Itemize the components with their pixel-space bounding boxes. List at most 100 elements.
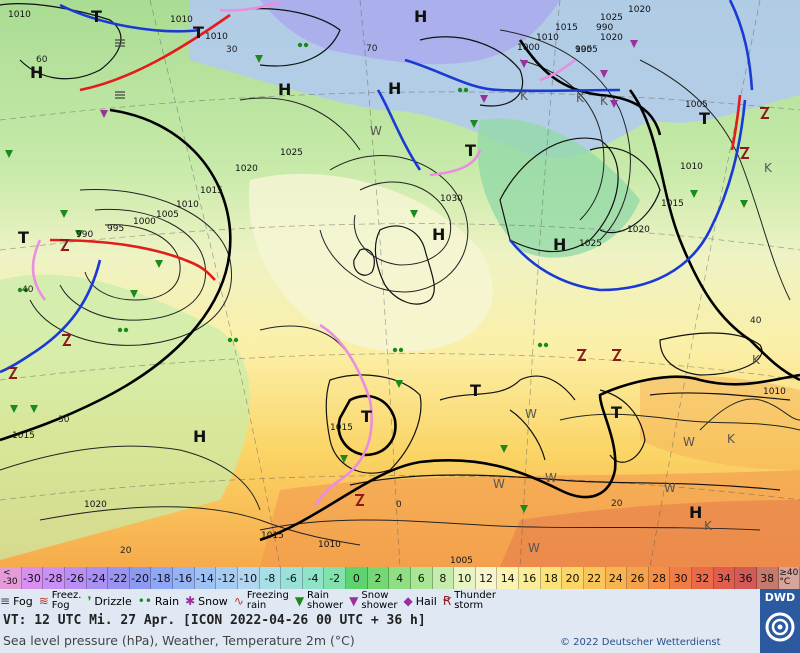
isobar-labels: 1010 1010 1010 1015 1020 1025 1030 1025 … [8, 5, 786, 566]
temperature-scale-cell: -8 [259, 567, 282, 589]
isobar-label: 1010 [318, 540, 341, 550]
legend-item-hail: ◆ Hail [404, 594, 437, 608]
temperature-scale-cell: 6 [410, 567, 433, 589]
isobar-label: 1005 [450, 556, 473, 566]
temperature-scale-cell: 16 [519, 567, 541, 589]
temperature-scale-cell: -14 [194, 567, 217, 589]
high-label: H [689, 503, 702, 522]
scandinavia-cool-zone [477, 118, 640, 258]
temperature-scale-cell: 34 [713, 567, 736, 589]
low-label: T [361, 407, 372, 426]
isobar-label: 1010 [176, 200, 199, 210]
map-subtitle: Sea level pressure (hPa), Weather, Tempe… [3, 633, 355, 648]
isobar-label: 1025 [579, 239, 602, 249]
sahara-hot-zone [500, 500, 800, 567]
isobar-label: 1015 [261, 531, 284, 541]
isobar-label: 1005 [575, 45, 598, 55]
central-europe-pale-zone [248, 173, 493, 352]
temperature-scale-cell: -18 [151, 567, 173, 589]
rain-shower-icon: ▼ [294, 594, 305, 608]
legend-item-fog: ≡ Fog [0, 594, 33, 608]
isotherm-label: 30 [58, 415, 70, 425]
legend-item-freezing-rain: ∿ Freezing rain [234, 591, 289, 611]
high-label: H [388, 79, 401, 98]
low-label: T [470, 381, 481, 400]
warm-label: W [683, 435, 695, 449]
temperature-scale-cell: 18 [540, 567, 563, 589]
isobar-label: 1025 [600, 13, 623, 23]
fog-icon: ≡ [0, 594, 11, 608]
low-label: T [193, 23, 204, 42]
air-mass-labels: W W W W W W W K K K K K K K [370, 89, 773, 555]
temperature-scale-cell: 32 [692, 567, 714, 589]
legend-item-snow-shower: ▼ Snow shower [349, 591, 397, 611]
isobar-label: 1020 [628, 5, 651, 15]
warm-label: W [525, 407, 537, 421]
temperature-scale: < -30 -30 -28 -26 -24 -22 -20 -18 -16 -14 -12 -10 -8… [0, 567, 800, 589]
low-label: T [611, 403, 622, 422]
thunderstorm-icon: Ꞧ [442, 594, 452, 608]
legend-item-rain: •• Rain [138, 594, 179, 608]
weather-map: H H H H H H H H T T T T T T T T 1010 101… [0, 0, 800, 567]
temperature-scale-cell: -2 [324, 567, 346, 589]
high-label: H [553, 235, 566, 254]
temperature-scale-cell: 2 [367, 567, 390, 589]
legend-label: Rain [154, 594, 180, 608]
isobar-label: 1005 [685, 100, 708, 110]
drizzle-icon: ❜ [87, 594, 92, 608]
isotherm-label: 40 [750, 316, 762, 326]
temperature-scale-cell: -4 [302, 567, 325, 589]
isobar-label: 1020 [600, 33, 623, 43]
isotherm-label: 40 [22, 285, 34, 295]
isobar-label: 1030 [440, 194, 463, 204]
legend-item-snow: ✱ Snow [185, 594, 228, 608]
isotherm-label: 60 [36, 55, 48, 65]
low-label: T [465, 141, 476, 160]
cold-label: K [752, 353, 761, 367]
snow-shower-icon: ▼ [349, 594, 359, 608]
isobars [0, 29, 800, 546]
rain-icon: •• [137, 594, 152, 608]
low-label: T [18, 228, 29, 247]
cold-label: K [764, 161, 773, 175]
temperature-scale-cell: 30 [670, 567, 692, 589]
legend-item-thunderstorm: Ꞧ Thunder storm [443, 591, 496, 611]
pressure-labels: H H H H H H H H T T T T T T T T [18, 7, 710, 522]
weather-legend: ≡ Fog ≋ Freez. Fog ❜ Drizzle •• Rain ✱ Snow ∿ Freez… [0, 589, 760, 613]
high-label: H [278, 80, 291, 99]
legend-label: Freezing rain [246, 590, 289, 611]
temperature-scale-cell: 26 [627, 567, 649, 589]
legend-label: Snow [198, 594, 228, 608]
dwd-logo-text: DWD [764, 591, 796, 604]
isotherm-label: 30 [226, 45, 238, 55]
isobar-label: 1015 [555, 23, 578, 33]
temperature-scale-cell: 24 [605, 567, 628, 589]
isotherm-label: 0 [396, 500, 402, 510]
legend-label: Freez. Fog [51, 590, 82, 611]
isobar-label: 995 [107, 224, 124, 234]
isobar-label: 1000 [133, 217, 156, 227]
freezing-rain-icon: ∿ [233, 594, 244, 608]
graticule [0, 0, 800, 567]
isobar-label: 1015 [330, 423, 353, 433]
valid-time: VT: 12 UTC Mi. 27 Apr. [ICON 2022-04-26 … [3, 613, 426, 628]
isobar-label: 1015 [661, 199, 684, 209]
legend-label: Drizzle [94, 594, 132, 608]
cold-label: K [520, 89, 529, 103]
temperature-scale-cell: -16 [173, 567, 195, 589]
isobar-label: 1015 [12, 431, 35, 441]
temperature-scale-cell: 8 [432, 567, 455, 589]
temperature-scale-cell: 12 [475, 567, 498, 589]
isobar-label: 1025 [280, 148, 303, 158]
isobar-label: 1000 [517, 43, 540, 53]
thick-isobars [0, 39, 800, 542]
isotherm-label: 70 [366, 44, 378, 54]
isobar-label: 990 [596, 23, 613, 33]
freezing-fog-icon: ≋ [38, 594, 49, 608]
cold-label: K [727, 432, 736, 446]
high-label: H [193, 427, 206, 446]
legend-label: Fog [13, 594, 33, 608]
isobar-label: 1020 [84, 500, 107, 510]
cold-fronts [0, 0, 754, 374]
dwd-swirl-icon [765, 612, 795, 642]
